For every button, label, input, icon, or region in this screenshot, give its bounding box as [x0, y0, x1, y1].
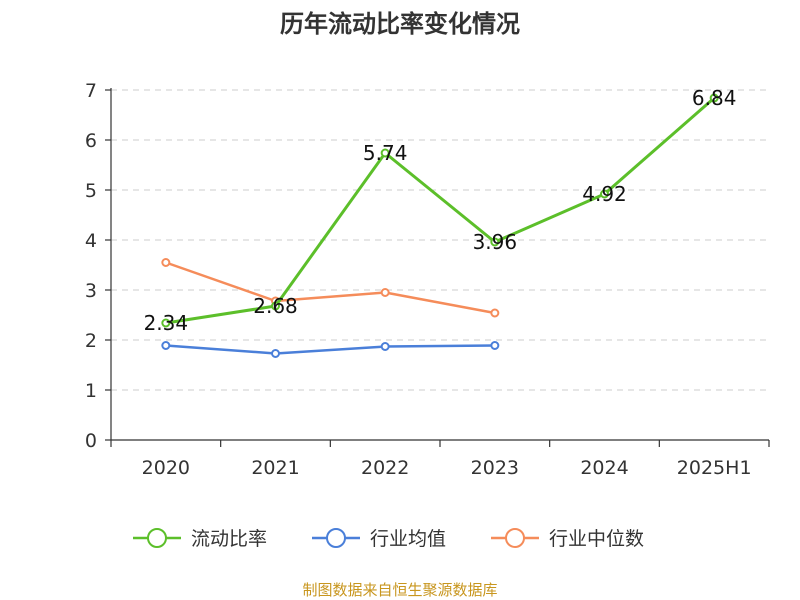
- y-tick-label: 7: [85, 80, 97, 102]
- x-tick-label: 2024: [580, 457, 628, 479]
- data-point: [490, 341, 500, 350]
- y-tick-label: 3: [85, 280, 97, 302]
- legend: 流动比率 行业均值 行业中位数: [133, 528, 644, 550]
- x-tick-label: 2025H1: [677, 457, 752, 479]
- data-label: 2.68: [253, 294, 298, 318]
- x-tick-label: 2023: [471, 457, 519, 479]
- data-point: [380, 148, 390, 158]
- y-tick-label: 1: [85, 380, 97, 402]
- legend-item: 流动比率: [133, 528, 267, 550]
- data-point: [380, 342, 390, 351]
- chart-title: 历年流动比率变化情况: [280, 10, 520, 38]
- data-point: [161, 318, 171, 328]
- y-tick-label: 6: [85, 130, 97, 152]
- data-point: [271, 349, 280, 358]
- data-labels: 2.34 2.68 5.74 3.96 4.92 6.84: [144, 86, 737, 335]
- data-point: [380, 288, 390, 297]
- data-label: 2.34: [144, 311, 189, 335]
- data-point: [271, 301, 280, 311]
- data-label: 3.96: [473, 230, 518, 254]
- legend-marker: [147, 528, 167, 548]
- y-tick-label: 0: [85, 430, 97, 452]
- legend-item: 行业中位数: [491, 528, 644, 550]
- legend-label: 流动比率: [191, 528, 267, 550]
- legend-label: 行业均值: [370, 528, 446, 550]
- y-tick-label: 2: [85, 330, 97, 352]
- legend-item: 行业均值: [312, 528, 446, 550]
- data-label: 5.74: [363, 141, 408, 165]
- data-point: [490, 237, 500, 247]
- series-0: [161, 93, 719, 328]
- legend-label: 行业中位数: [549, 528, 644, 550]
- series-line: [165, 261, 496, 315]
- series-line: [165, 344, 495, 355]
- data-label: 6.84: [692, 86, 737, 110]
- data-point: [709, 93, 719, 103]
- data-point: [161, 258, 171, 267]
- x-tick-label: 2020: [142, 457, 190, 479]
- data-point: [490, 308, 500, 318]
- data-point: [161, 341, 171, 350]
- data-label: 4.92: [582, 182, 627, 206]
- x-tick-label: 2022: [361, 457, 409, 479]
- y-tick-label: 4: [85, 230, 97, 252]
- series-line: [165, 96, 716, 325]
- legend-marker: [326, 528, 346, 548]
- x-tick-label: 2021: [251, 457, 299, 479]
- legend-marker: [505, 528, 525, 548]
- data-point: [600, 189, 609, 199]
- series-layer: [161, 93, 719, 358]
- series-2: [161, 258, 500, 318]
- y-tick-label: 5: [85, 180, 97, 202]
- series-1: [161, 341, 500, 358]
- axes: 0 1 2 3 4 5 6 7 2020 2021 2022 2023 2024 2025H1: [85, 80, 770, 479]
- source-note: 制图数据来自恒生聚源数据库: [302, 581, 497, 599]
